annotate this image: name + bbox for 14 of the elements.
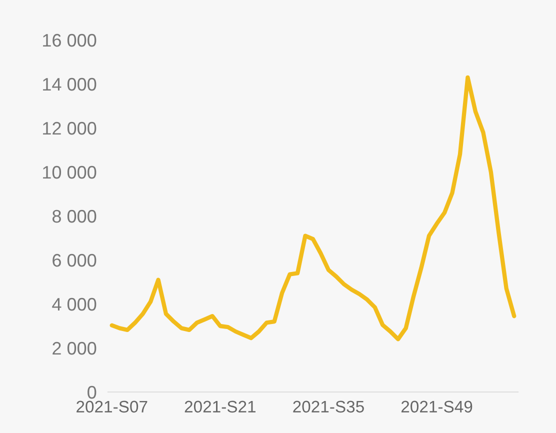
x-tick-label: 2021-S07: [76, 400, 148, 413]
line-series: [110, 75, 516, 342]
y-tick-label: 6 000: [52, 254, 96, 267]
y-tick-label: 16 000: [43, 34, 96, 47]
y-tick-label: 14 000: [43, 78, 96, 91]
x-tick-label: 2021-S21: [184, 400, 256, 413]
x-tick-label: 2021-S35: [293, 400, 364, 413]
y-tick-label: 8 000: [52, 210, 96, 223]
y-tick-label: 12 000: [43, 122, 96, 135]
y-tick-label: 4 000: [52, 298, 96, 311]
y-tick-label: 2 000: [52, 342, 96, 355]
y-tick-label: 0: [88, 386, 96, 399]
y-tick-label: 10 000: [43, 166, 96, 179]
x-tick-label: 2021-S49: [401, 400, 472, 413]
